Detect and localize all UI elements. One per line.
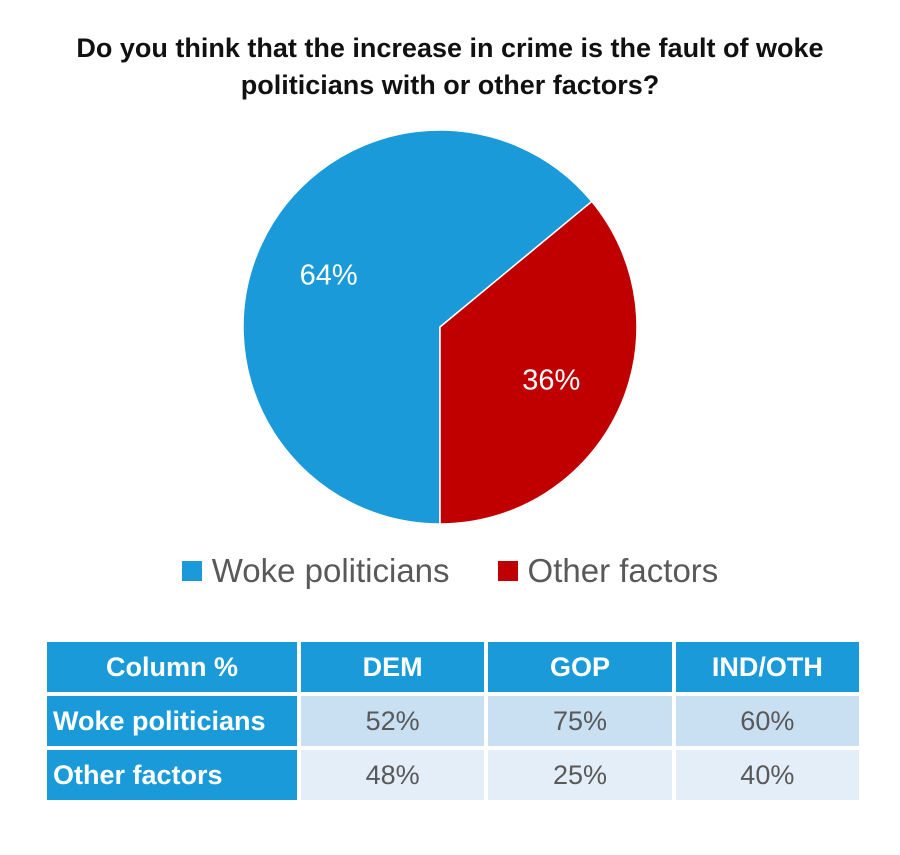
chart-title: Do you think that the increase in crime … <box>76 33 824 100</box>
pie-chart: 64% 36% <box>242 129 638 525</box>
pie-label-woke-politicians: 64% <box>300 260 358 292</box>
crosstab-table: Column % DEM GOP IND/OTH Woke politician… <box>43 638 863 804</box>
table-row-other-factors: Other factors 48% 25% 40% <box>47 750 859 800</box>
cell-other-ind-oth: 40% <box>675 750 859 800</box>
legend-swatch-other-factors <box>497 561 518 581</box>
legend-swatch-woke-politicians <box>181 561 202 581</box>
cell-other-dem: 48% <box>301 750 485 800</box>
legend-item-other-factors: Other factors <box>497 552 719 590</box>
table-row-woke-politicians: Woke politicians 52% 75% 60% <box>47 696 859 746</box>
cell-woke-dem: 52% <box>301 696 485 746</box>
row-label-woke-politicians: Woke politicians <box>47 696 297 746</box>
pie-slice-woke-politicians <box>242 129 593 525</box>
table-header-row: Column % DEM GOP IND/OTH <box>47 642 859 692</box>
legend-item-woke-politicians: Woke politicians <box>181 552 450 590</box>
cell-woke-gop: 75% <box>488 696 672 746</box>
cell-other-gop: 25% <box>488 750 672 800</box>
column-header-ind-oth: IND/OTH <box>675 642 859 692</box>
column-header-label: Column % <box>47 642 297 692</box>
row-label-other-factors: Other factors <box>47 750 297 800</box>
column-header-gop: GOP <box>488 642 672 692</box>
pie-slice-other-factors <box>439 200 638 525</box>
legend-label-other-factors: Other factors <box>527 552 719 589</box>
legend: Woke politicians Other factors <box>0 552 900 590</box>
cell-woke-ind-oth: 60% <box>675 696 859 746</box>
column-header-dem: DEM <box>301 642 485 692</box>
pie-label-other-factors: 36% <box>522 364 580 396</box>
legend-label-woke-politicians: Woke politicians <box>211 552 450 589</box>
